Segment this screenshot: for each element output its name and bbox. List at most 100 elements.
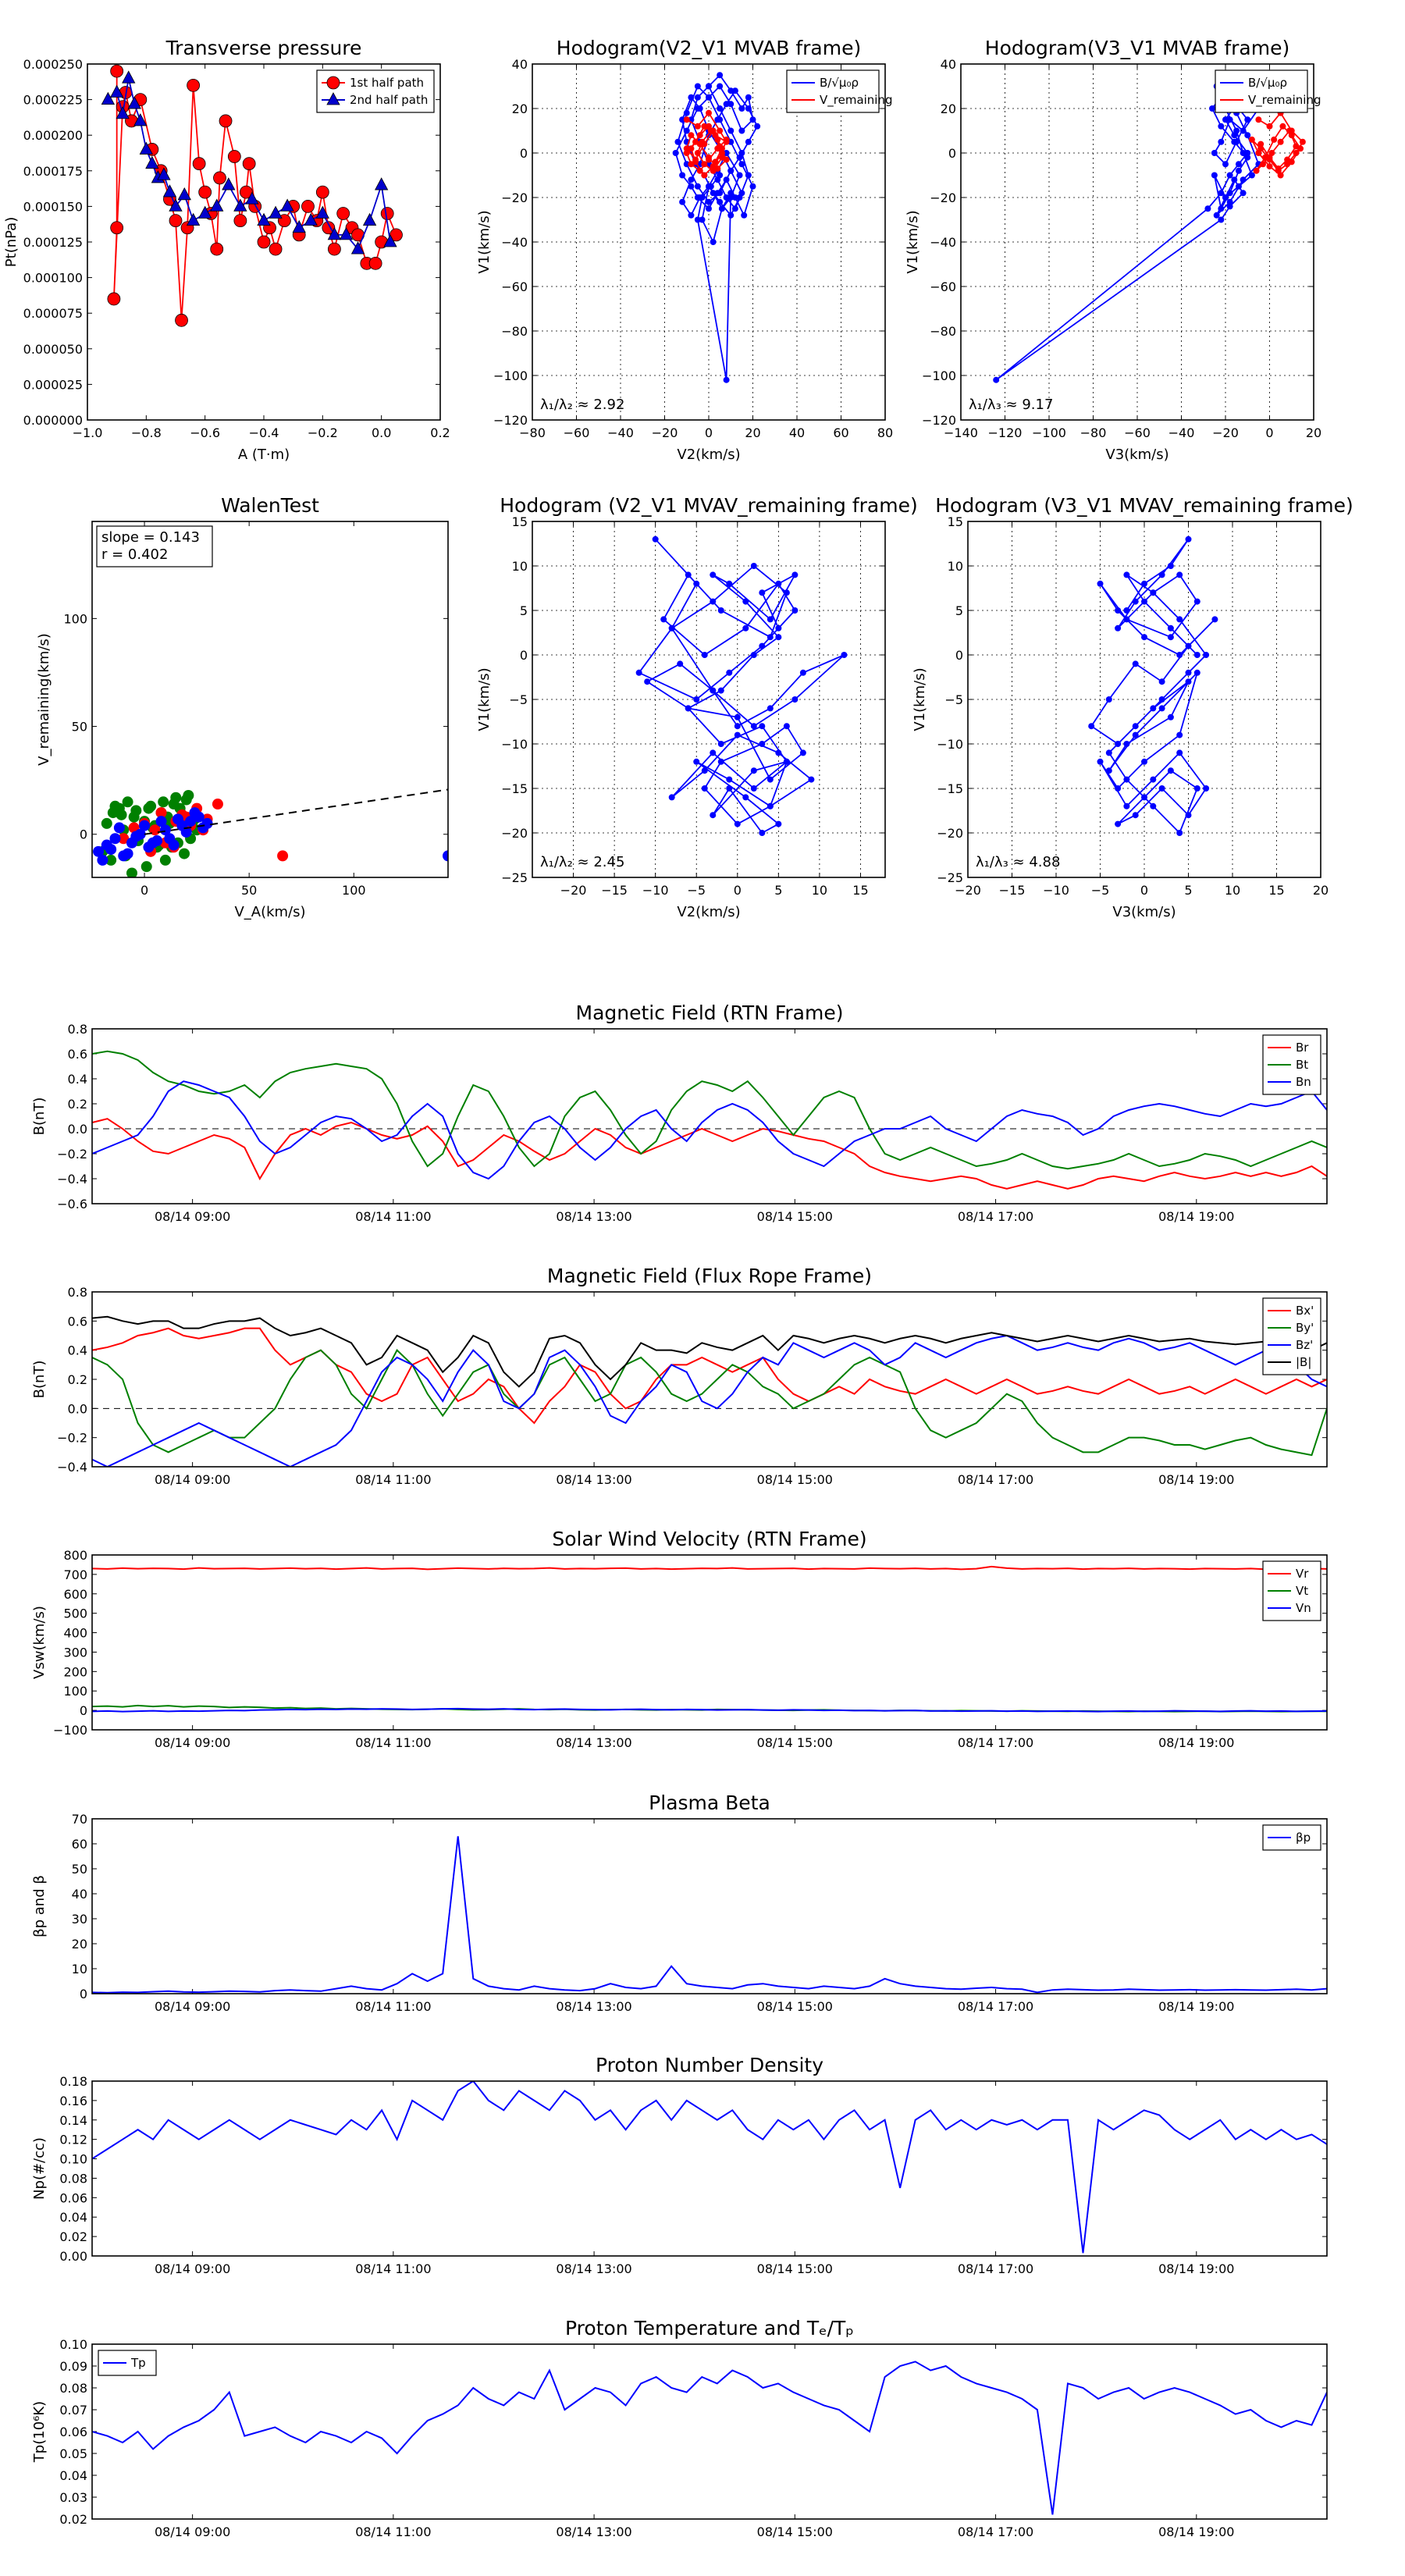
data-point — [717, 198, 724, 205]
data-point — [750, 767, 757, 774]
x-tick-label: 5 — [774, 883, 782, 898]
x-tick-label: 08/14 17:00 — [958, 1999, 1033, 2014]
data-point — [1235, 161, 1242, 168]
data-point — [443, 850, 448, 862]
chart-title: Transverse pressure — [165, 37, 362, 59]
data-point — [688, 145, 695, 152]
data-point — [717, 72, 724, 79]
y-tick-label: 0.14 — [59, 2113, 87, 2128]
data-point — [717, 741, 724, 747]
data-point — [1141, 634, 1147, 641]
y-tick-label: 600 — [63, 1587, 87, 1602]
y-axis-label: V_remaining(km/s) — [36, 633, 52, 766]
data-point — [304, 212, 318, 226]
data-point — [1226, 172, 1233, 179]
data-point — [1226, 203, 1233, 210]
data-point — [993, 376, 1000, 383]
data-point — [1235, 167, 1242, 174]
y-axis-label: Pt(nPa) — [3, 217, 20, 267]
data-point — [727, 190, 735, 197]
data-point — [1218, 190, 1225, 197]
y-tick-label: 0.6 — [68, 1047, 87, 1062]
data-point — [155, 807, 167, 819]
series-Bx' — [92, 1327, 1327, 1425]
data-point — [1158, 696, 1165, 703]
axes-frame — [967, 521, 1321, 878]
data-point — [635, 669, 642, 676]
data-point — [197, 822, 209, 834]
data-point — [301, 199, 315, 213]
data-point — [688, 212, 695, 219]
data-point — [1244, 154, 1251, 161]
axes-frame — [532, 521, 886, 878]
data-point — [1226, 190, 1233, 197]
data-point — [775, 624, 782, 632]
data-point — [1115, 607, 1122, 614]
x-tick-label: 08/14 13:00 — [556, 1735, 631, 1750]
series-Br — [92, 1118, 1327, 1190]
data-point — [1115, 624, 1122, 632]
x-tick-label: 20 — [745, 425, 760, 440]
data-point — [187, 78, 201, 92]
legend-label: V_remaining — [1248, 93, 1321, 108]
x-tick-label: −80 — [519, 425, 546, 440]
x-tick-label: 08/14 11:00 — [355, 1999, 431, 2014]
data-point — [1176, 616, 1183, 623]
y-tick-label: 0.02 — [59, 2229, 87, 2244]
data-point — [734, 820, 741, 827]
data-point — [710, 127, 717, 134]
x-tick-label: 08/14 09:00 — [155, 1999, 230, 2014]
plot-area — [92, 1315, 1327, 1467]
y-tick-label: −40 — [501, 235, 528, 250]
chart-title: Hodogram (V3_V1 MVAV_remaining frame) — [935, 494, 1353, 517]
y-tick-label: −80 — [501, 324, 528, 339]
y-tick-label: 0.4 — [68, 1343, 87, 1358]
data-point — [1231, 176, 1238, 183]
data-point — [1203, 652, 1210, 658]
data-point — [723, 156, 730, 163]
data-point — [1176, 731, 1183, 738]
x-tick-label: 08/14 17:00 — [958, 1209, 1033, 1224]
data-point — [706, 109, 712, 116]
y-tick-label: 0.6 — [68, 1314, 87, 1329]
legend-label: Bn — [1296, 1075, 1311, 1089]
plot-area — [672, 72, 761, 383]
data-point — [1115, 820, 1122, 827]
data-point — [1097, 580, 1104, 587]
y-tick-label: 0.000125 — [23, 235, 83, 250]
data-point — [699, 216, 706, 223]
x-tick-label: 60 — [833, 425, 848, 440]
data-point — [180, 826, 192, 838]
data-point — [736, 194, 743, 201]
data-point — [710, 190, 717, 197]
x-tick-label: 5 — [1184, 883, 1192, 898]
data-point — [734, 723, 741, 730]
data-point — [745, 105, 752, 112]
x-tick-label: 0 — [1265, 425, 1273, 440]
series-line — [1090, 539, 1216, 834]
data-point — [1185, 669, 1192, 676]
y-tick-label: −0.2 — [57, 1431, 87, 1446]
axes-frame — [91, 1028, 1328, 1204]
y-axis-label: V1(km/s) — [905, 210, 921, 273]
data-point — [759, 741, 766, 747]
data-point — [727, 167, 735, 174]
data-point — [110, 84, 124, 98]
x-tick-label: 0 — [1140, 883, 1148, 898]
data-point — [750, 785, 757, 792]
data-point — [1115, 741, 1122, 747]
x-axis-label: V_A(km/s) — [234, 904, 305, 920]
data-point — [1132, 731, 1139, 738]
series-line — [92, 2361, 1327, 2515]
y-tick-label: 10 — [512, 559, 528, 574]
y-tick-label: 0.000000 — [23, 413, 83, 428]
data-point — [723, 176, 730, 183]
data-point — [269, 242, 283, 256]
y-tick-label: −0.4 — [57, 1172, 87, 1187]
y-tick-label: 0.03 — [59, 2490, 87, 2505]
y-tick-label: 0.000050 — [23, 342, 83, 357]
y-tick-label: 300 — [63, 1645, 87, 1660]
data-point — [1204, 205, 1211, 212]
data-point — [688, 176, 695, 183]
